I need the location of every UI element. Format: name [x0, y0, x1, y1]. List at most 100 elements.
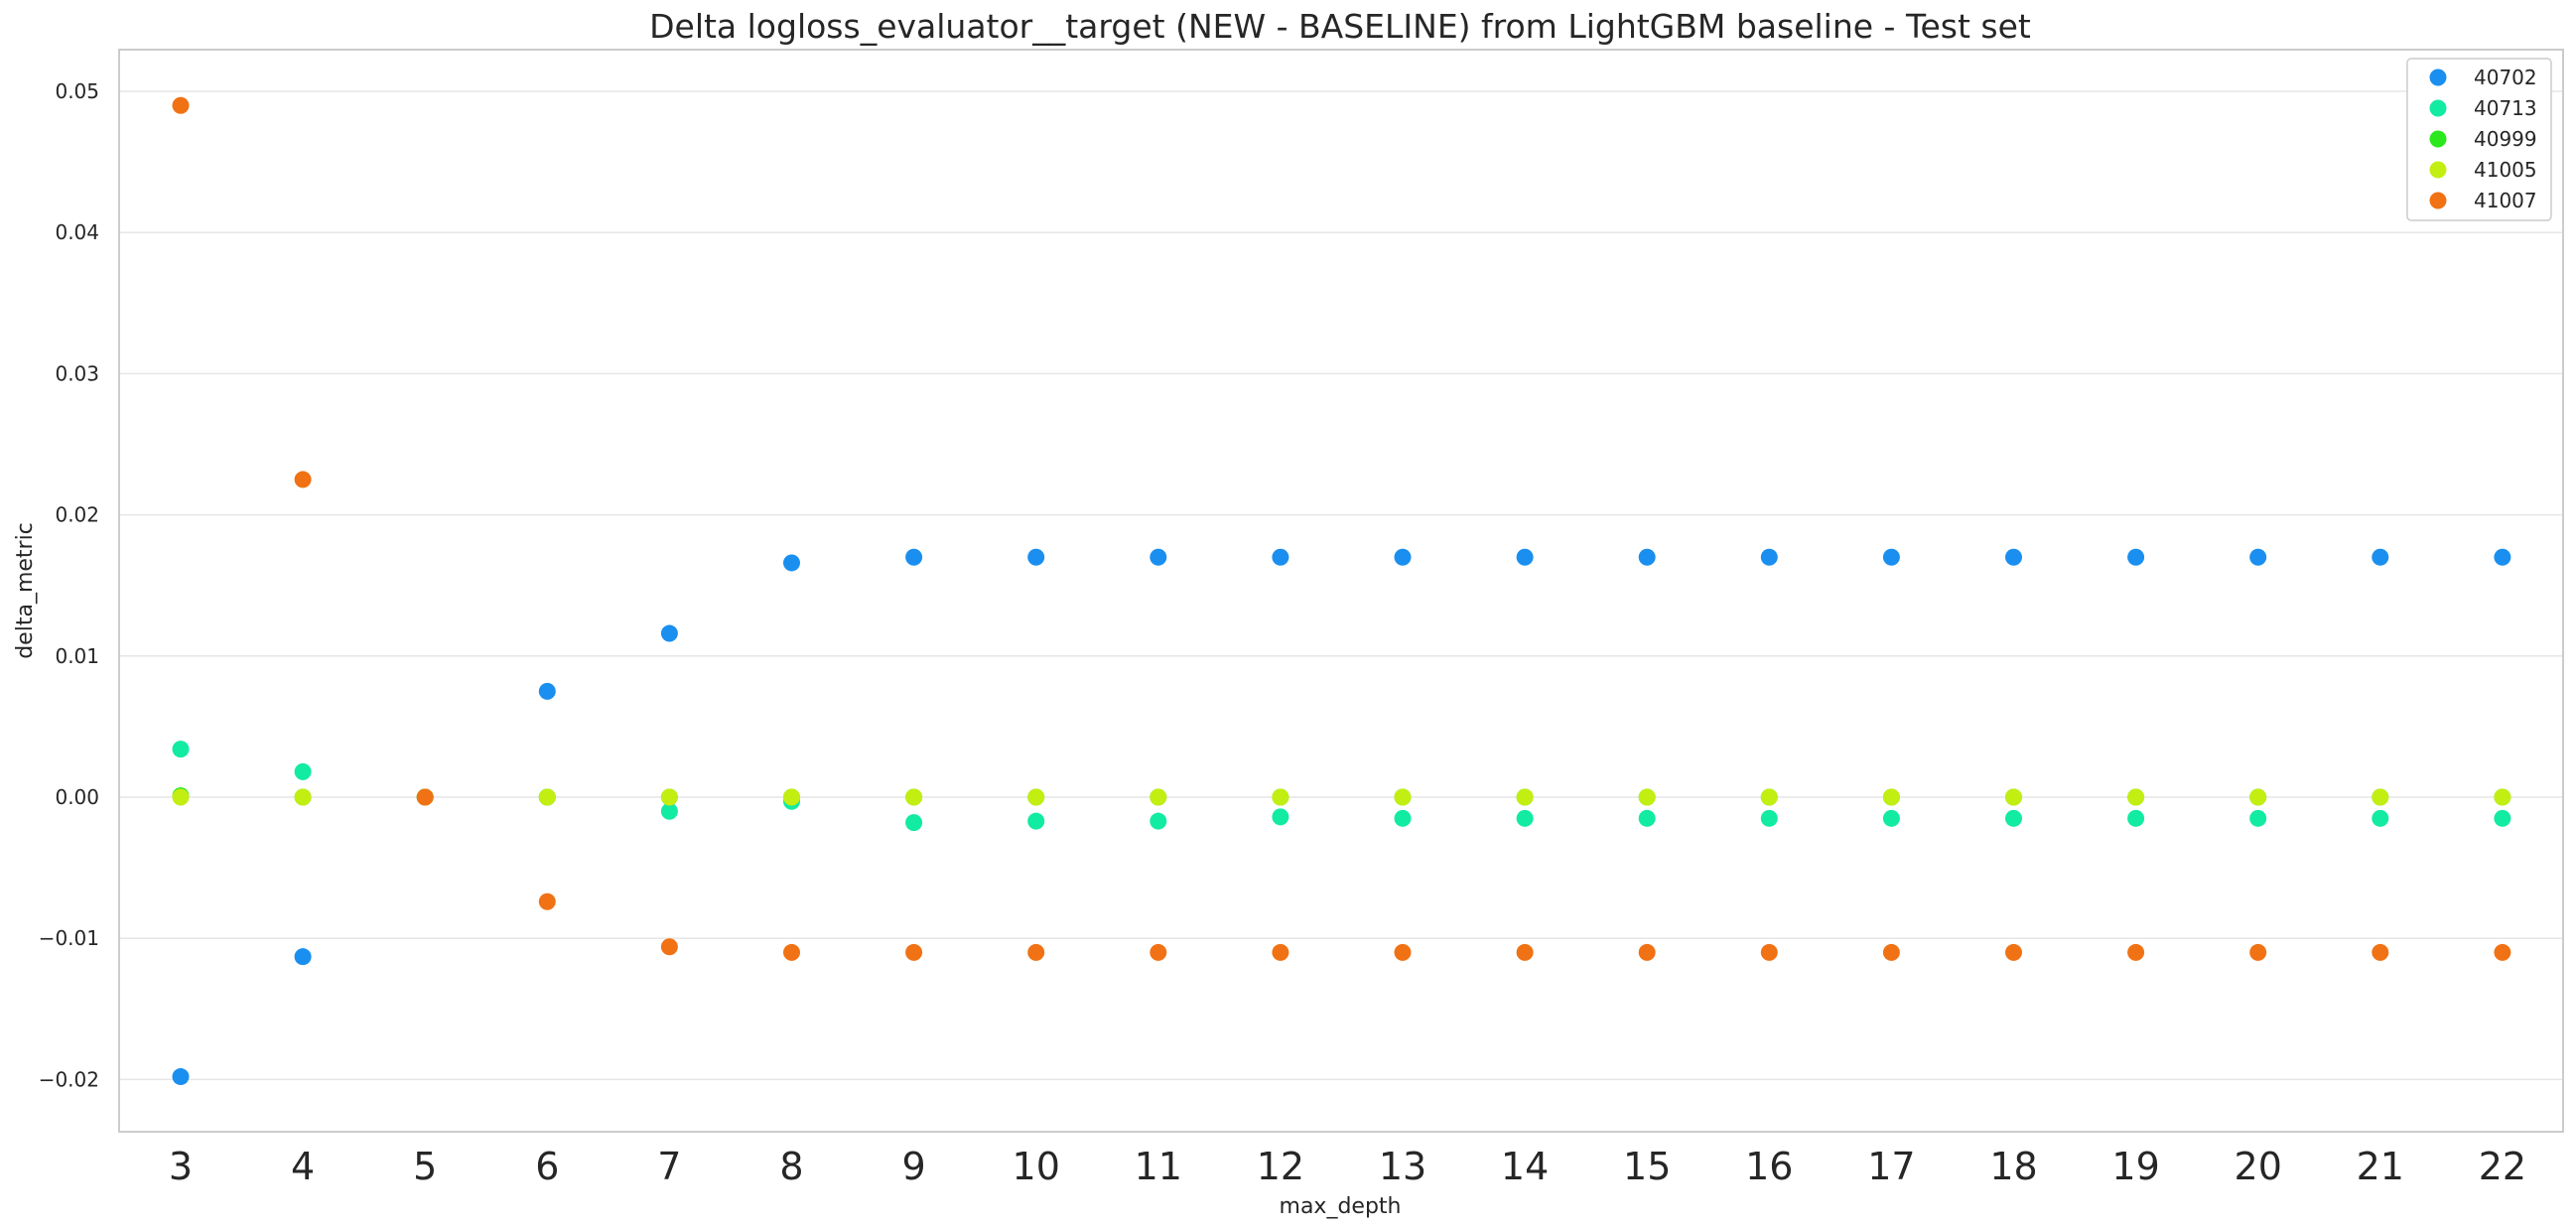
data-point	[1638, 943, 1656, 961]
data-point	[1150, 788, 1167, 806]
data-point	[2005, 943, 2022, 961]
data-point	[660, 938, 678, 956]
data-point	[660, 624, 678, 642]
data-point	[1516, 788, 1534, 806]
data-point	[172, 788, 190, 806]
data-point	[1882, 788, 1900, 806]
data-point	[1272, 943, 1289, 961]
x-tick-label: 17	[1867, 1145, 1915, 1188]
data-point	[2005, 788, 2022, 806]
x-tick-label: 11	[1135, 1145, 1182, 1188]
x-tick-label: 22	[2479, 1145, 2526, 1188]
gridlines	[119, 90, 2563, 1081]
data-point	[2249, 809, 2267, 827]
data-point	[1027, 788, 1045, 806]
x-tick-label: 20	[2235, 1145, 2282, 1188]
data-point	[1516, 943, 1534, 961]
y-tick-label: 0.02	[55, 503, 99, 527]
y-tick-label: 0.05	[55, 79, 99, 103]
data-point	[1027, 943, 1045, 961]
data-point	[1638, 809, 1656, 827]
data-point	[172, 1068, 190, 1086]
data-point	[1760, 788, 1778, 806]
data-point	[1394, 809, 1412, 827]
data-point	[1760, 943, 1778, 961]
y-tick-label: 0.00	[55, 785, 99, 809]
x-tick-label: 15	[1623, 1145, 1671, 1188]
data-point	[538, 682, 556, 700]
data-point	[294, 948, 312, 966]
data-point	[783, 554, 800, 572]
x-tick-label: 13	[1379, 1145, 1426, 1188]
legend-label: 40999	[2474, 127, 2537, 151]
data-point	[2249, 548, 2267, 566]
data-point	[2494, 809, 2511, 827]
x-tick-label: 18	[1989, 1145, 2037, 1188]
data-point	[2494, 943, 2511, 961]
legend-label: 41007	[2474, 189, 2537, 212]
series-41007	[172, 96, 2511, 961]
data-point	[1272, 788, 1289, 806]
data-point	[1027, 548, 1045, 566]
legend-marker	[2429, 161, 2447, 179]
y-tick-label: 0.03	[55, 361, 99, 385]
data-point	[538, 788, 556, 806]
y-tick-label: −0.02	[39, 1067, 99, 1091]
data-point	[1760, 548, 1778, 566]
data-point	[1027, 812, 1045, 830]
data-point	[2494, 788, 2511, 806]
legend-label: 40713	[2474, 96, 2537, 120]
x-tick-label: 12	[1257, 1145, 1304, 1188]
data-point	[660, 802, 678, 820]
x-tick-label: 5	[413, 1145, 437, 1188]
data-point	[172, 96, 190, 114]
data-point	[2494, 548, 2511, 566]
data-point	[294, 788, 312, 806]
data-point	[1150, 812, 1167, 830]
data-point	[1272, 548, 1289, 566]
data-point	[2372, 809, 2389, 827]
y-axis-label: delta_metric	[13, 522, 38, 659]
x-tick-label: 8	[779, 1145, 803, 1188]
x-tick-label: 10	[1013, 1145, 1060, 1188]
x-tick-label: 3	[169, 1145, 193, 1188]
data-point	[1394, 788, 1412, 806]
x-tick-label: 16	[1745, 1145, 1793, 1188]
data-point	[905, 788, 923, 806]
data-point	[1394, 548, 1412, 566]
data-point	[294, 762, 312, 780]
data-point	[2127, 788, 2145, 806]
x-tick-label: 14	[1501, 1145, 1549, 1188]
y-tick-label: 0.04	[55, 220, 99, 244]
legend-marker	[2429, 192, 2447, 209]
data-point	[1150, 943, 1167, 961]
data-point	[660, 788, 678, 806]
x-tick-label: 21	[2357, 1145, 2404, 1188]
data-points	[172, 96, 2511, 1086]
data-point	[1760, 809, 1778, 827]
data-point	[2127, 943, 2145, 961]
data-point	[1638, 788, 1656, 806]
legend-label: 41005	[2474, 158, 2537, 182]
series-41005	[172, 788, 2511, 806]
data-point	[2372, 548, 2389, 566]
data-point	[783, 943, 800, 961]
data-point	[905, 548, 923, 566]
legend: 40702 40713 40999 41005 41007	[2406, 58, 2552, 221]
x-axis-label: max_depth	[1280, 1194, 1402, 1219]
data-point	[1516, 809, 1534, 827]
data-point	[1882, 548, 1900, 566]
data-point	[1394, 943, 1412, 961]
plot-frame	[118, 49, 2564, 1133]
data-point	[2005, 809, 2022, 827]
legend-label: 40702	[2474, 66, 2537, 89]
x-tick-label: 6	[535, 1145, 559, 1188]
data-point	[1882, 809, 1900, 827]
data-point	[2127, 548, 2145, 566]
data-point	[905, 943, 923, 961]
series-40702	[172, 548, 2511, 1086]
data-point	[2249, 788, 2267, 806]
legend-marker	[2429, 99, 2447, 117]
series-40713	[172, 741, 2511, 832]
